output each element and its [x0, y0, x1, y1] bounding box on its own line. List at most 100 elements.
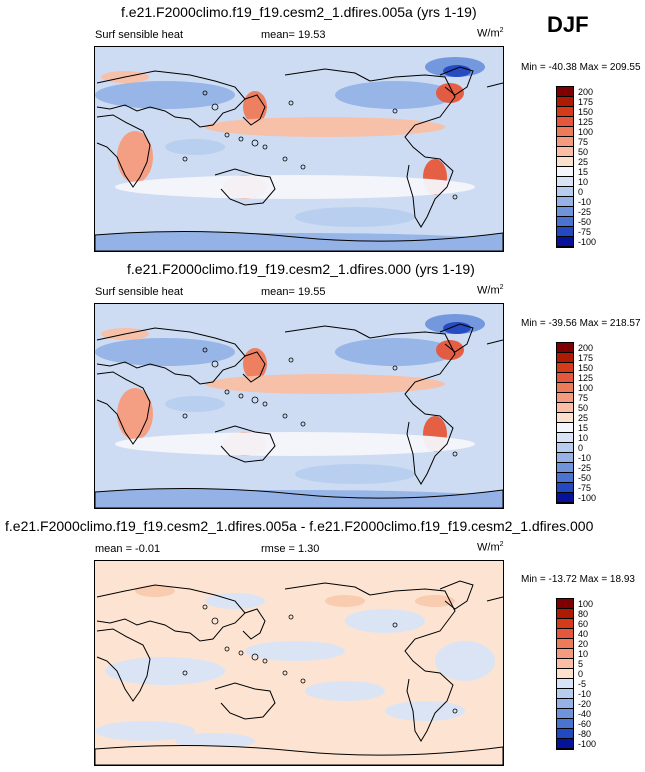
panel-2-variable-label: Surf sensible heat — [95, 286, 184, 298]
panel-3-units: W/m2 — [477, 541, 504, 554]
colorbar-segment — [557, 639, 573, 649]
island — [282, 413, 288, 419]
colorbar-tick-label: 80 — [578, 609, 589, 619]
coastline — [242, 351, 266, 383]
coastline — [439, 323, 474, 353]
island — [262, 658, 268, 664]
island — [262, 401, 268, 407]
colorbar-segment — [557, 87, 573, 97]
colorbar-tick-label: -50 — [578, 473, 592, 483]
coastline — [486, 339, 503, 345]
colorbar-segment — [557, 679, 573, 689]
colorbar-segment — [557, 453, 573, 463]
colorbar-segment — [557, 107, 573, 117]
colorbar-segment — [557, 473, 573, 483]
colorbar-tick-label: 10 — [578, 433, 589, 443]
colorbar-segment — [557, 443, 573, 453]
coastline — [242, 608, 266, 640]
colorbar-tick-label: 150 — [578, 363, 594, 373]
colorbar-tick-label: -40 — [578, 709, 592, 719]
field-blob — [335, 338, 455, 366]
colorbar-segment — [557, 343, 573, 353]
colorbar-segment — [557, 659, 573, 669]
field-blob — [305, 681, 385, 701]
field-blob — [435, 641, 495, 681]
colorbar-segment — [557, 197, 573, 207]
field-blob — [325, 595, 365, 607]
panel-2-units: W/m2 — [477, 284, 504, 297]
colorbar-tick-label: 100 — [578, 127, 594, 137]
field-blob — [443, 322, 471, 334]
coastline — [406, 413, 454, 485]
colorbar-segment — [557, 599, 573, 609]
island — [282, 156, 288, 162]
antarctica — [95, 744, 503, 765]
coastline — [96, 628, 151, 702]
colorbar-tick-label: 125 — [578, 117, 594, 127]
colorbar-tick-label: 15 — [578, 167, 589, 177]
field-blob — [345, 609, 425, 633]
field-blob — [245, 641, 345, 661]
coastline — [284, 325, 371, 339]
field-blob — [115, 175, 475, 199]
colorbar-tick-label: 50 — [578, 403, 589, 413]
island — [182, 156, 188, 162]
coastline — [242, 94, 266, 126]
island — [392, 108, 398, 114]
colorbar-tick-label: 75 — [578, 137, 589, 147]
colorbar-tick-label: 40 — [578, 629, 589, 639]
coastline — [369, 331, 456, 415]
panel-2-minmax: Min = -39.56 Max = 218.57 — [521, 318, 641, 329]
panel-1-map-svg — [95, 47, 503, 251]
island — [288, 357, 294, 363]
colorbar-tick-label: 60 — [578, 619, 589, 629]
island — [288, 614, 294, 620]
colorbar-segment — [557, 363, 573, 373]
island — [238, 136, 244, 142]
panel-3-minmax: Min = -13.72 Max = 18.93 — [521, 574, 635, 585]
colorbar-tick-label: -10 — [578, 689, 592, 699]
panel-1-mean-label: mean= 19.53 — [261, 29, 326, 41]
colorbar-tick-label: -100 — [578, 739, 597, 749]
island — [224, 132, 230, 138]
field-blob — [95, 721, 195, 741]
island — [300, 164, 306, 170]
colorbar-tick-label: -100 — [578, 493, 597, 503]
colorbar-segment — [557, 177, 573, 187]
island — [251, 396, 259, 404]
colorbar-tick-label: 20 — [578, 639, 589, 649]
antarctica — [95, 487, 503, 508]
island — [202, 347, 208, 353]
coastline — [486, 82, 503, 88]
island — [300, 421, 306, 427]
colorbar-tick-label: -60 — [578, 719, 592, 729]
panel-2-colorbar — [556, 342, 574, 504]
colorbar-tick-label: 100 — [578, 383, 594, 393]
coastline — [406, 156, 454, 228]
colorbar-tick-label: -100 — [578, 237, 597, 247]
field-blob — [135, 585, 175, 597]
island — [182, 670, 188, 676]
coastline — [214, 425, 276, 463]
panel-1-colorbar — [556, 86, 574, 248]
island — [282, 670, 288, 676]
colorbar-segment — [557, 619, 573, 629]
colorbar-segment — [557, 739, 573, 749]
colorbar-tick-label: -25 — [578, 463, 592, 473]
coastline — [369, 74, 456, 158]
colorbar-segment — [557, 127, 573, 137]
panel-3-map-svg — [95, 561, 503, 765]
field-blob — [205, 117, 445, 137]
field-blob — [415, 595, 455, 607]
island — [211, 617, 219, 625]
field-blob — [105, 657, 225, 685]
field-blob — [436, 83, 464, 103]
panel-1-title: f.e21.F2000climo.f19_f19.cesm2_1.dfires.… — [121, 4, 477, 20]
colorbar-tick-label: -5 — [578, 679, 587, 689]
colorbar-segment — [557, 423, 573, 433]
panel-2-map-svg — [95, 304, 503, 508]
colorbar-segment — [557, 137, 573, 147]
coastline — [96, 371, 151, 445]
field-blob — [205, 374, 445, 394]
colorbar-tick-label: 175 — [578, 353, 594, 363]
